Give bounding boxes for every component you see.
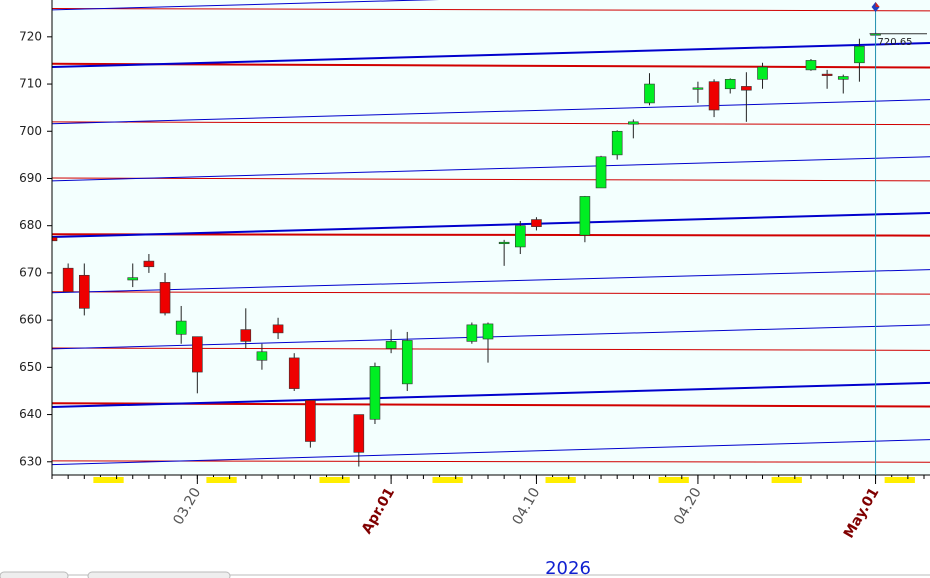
candle-body [143,260,155,268]
candle-body [805,60,817,71]
weekend-band [545,477,576,483]
x-tick-label: 03.20 [170,485,204,528]
weekend-band [432,477,463,483]
candle-body [724,79,736,90]
x-tick-label: May.01 [841,485,883,541]
y-tick-label: 720 [19,29,42,43]
x-tick-label: 04.10 [509,485,543,528]
weekend-band [93,477,124,483]
candle-body [644,83,655,104]
candle-body [466,324,478,342]
x-tick-label: Apr.01 [359,485,398,537]
y-tick-label: 640 [19,407,42,421]
channel-line [52,62,930,69]
channel-line [52,7,930,12]
candle-body [531,219,542,227]
candle-body [272,324,284,334]
candle-body [353,414,365,453]
candle-body [288,357,300,389]
candle-body [62,267,74,293]
candle-body [159,282,171,314]
y-tick-label: 690 [19,171,42,185]
candle-body [369,366,381,420]
y-tick-label: 660 [19,313,42,327]
candle-body [628,121,639,125]
y-tick-label: 630 [19,454,42,468]
channel-line [52,99,930,125]
weekend-band [771,477,802,483]
tab[interactable] [87,571,231,578]
x-axis-label: 2026 [545,558,591,578]
channel-line [52,121,930,126]
channel-line [52,156,930,182]
y-tick-label: 700 [19,124,42,138]
candle-body [579,196,591,236]
channel-line [52,439,930,466]
candle-body [514,225,526,248]
channel-line [52,41,930,69]
last-price-label: 720.65 [878,37,913,48]
candle-body [611,130,623,156]
y-tick-label: 680 [19,218,42,232]
marker-diamond-half [875,2,880,7]
y-tick-label: 670 [19,265,42,279]
candle-body [175,320,187,335]
candle-body [595,156,607,189]
candle-body [256,351,268,361]
channel-line [52,233,930,237]
candle-body [401,340,413,385]
tab[interactable] [0,571,69,578]
channel-line [52,177,930,182]
candle-body [498,241,510,245]
candle-body [741,86,752,91]
y-tick-label: 710 [19,77,42,91]
candle-body [192,336,203,373]
candle-body [385,341,397,349]
plot-area [52,0,930,467]
candle-body [52,237,58,242]
weekend-band [319,477,350,483]
channel-line [52,0,440,11]
channel-line [52,291,930,295]
x-tick-label: 04.20 [671,485,705,528]
candle-body [78,274,90,309]
candle-body [708,81,720,111]
channel-line [52,269,930,294]
weekend-band [206,477,237,483]
candle-body [692,87,704,90]
candle-body [240,329,252,342]
candle-body [757,66,768,80]
candle-body [482,323,494,340]
candle-body [837,76,849,80]
candle-body [127,277,139,281]
channel-line [52,211,930,239]
weekend-band [658,477,689,483]
channel-line [52,460,930,463]
y-tick-label: 650 [19,360,42,374]
channel-line [52,381,930,409]
candle-body [854,45,865,64]
weekend-band [884,477,915,483]
candle-body [821,73,833,76]
candle-body [305,400,316,442]
